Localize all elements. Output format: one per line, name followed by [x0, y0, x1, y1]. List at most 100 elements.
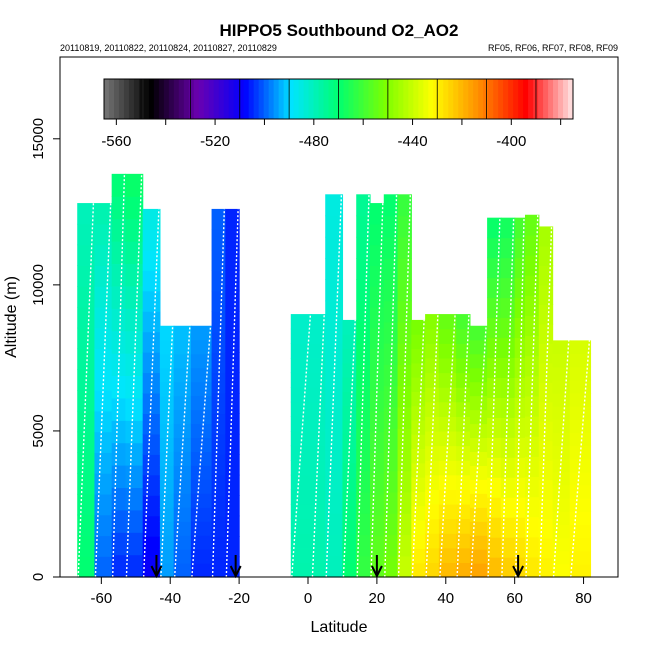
heatmap-cell: [538, 284, 554, 305]
colorbar-swatch: [538, 79, 544, 119]
heatmap-cell: [311, 518, 326, 534]
colorbar-swatch: [208, 79, 215, 119]
colorbar-swatch: [368, 79, 374, 119]
heatmap-cell: [356, 470, 371, 493]
heatmap-cell: [111, 241, 127, 265]
heatmap-cell: [142, 290, 161, 312]
heatmap-cell: [525, 255, 540, 276]
heatmap-cell: [438, 547, 457, 563]
heatmap-cell: [290, 387, 313, 403]
heatmap-cell: [538, 518, 554, 539]
heatmap-cell: [425, 328, 440, 344]
heatmap-cell: [425, 387, 440, 403]
colorbar-swatch: [458, 79, 464, 119]
heatmap-cell: [311, 401, 326, 417]
heatmap-cell: [469, 409, 488, 425]
colorbar-swatch: [493, 79, 499, 119]
heatmap-cell: [552, 340, 571, 355]
colorbar-tick-label: -440: [398, 133, 428, 150]
heatmap-cell: [469, 521, 488, 536]
flight-track: [211, 208, 226, 578]
heatmap-cell: [514, 437, 526, 458]
heatmap-cell: [356, 491, 371, 514]
heatmap-cell: [173, 521, 192, 536]
heatmap-cell: [425, 430, 440, 447]
heatmap-cell: [356, 321, 371, 344]
heatmap-cell: [438, 401, 457, 417]
heatmap-cell: [514, 457, 526, 478]
heatmap-cell: [290, 416, 313, 432]
heatmap-cell: [538, 343, 554, 364]
heatmap-cell: [487, 217, 502, 239]
heatmap-cell: [325, 300, 344, 323]
heatmap-cell: [514, 217, 526, 239]
colorbar-tick-label: -560: [101, 133, 131, 150]
heatmap-cell: [173, 535, 192, 550]
heatmap-cell: [173, 325, 192, 341]
heatmap-cell: [469, 353, 488, 369]
colorbar-swatch: [388, 79, 394, 119]
colorbar-swatch: [188, 79, 195, 119]
colorbar-swatch: [333, 79, 339, 119]
heatmap-cell: [487, 557, 502, 578]
heatmap-cell: [225, 249, 240, 271]
heatmap-cell: [142, 536, 161, 558]
heatmap-cell: [525, 335, 540, 357]
colorbar-tick-label: -480: [299, 133, 329, 150]
heatmap-cell: [190, 409, 213, 425]
heatmap-cell: [487, 497, 502, 518]
heatmap-cell: [500, 237, 516, 259]
heatmap-cell: [514, 257, 526, 279]
heatmap-column: [370, 203, 385, 578]
heatmap-cell: [290, 489, 313, 505]
heatmap-cell: [500, 417, 516, 438]
heatmap-cell: [438, 328, 457, 344]
heatmap-cell: [569, 550, 592, 565]
colorbar-swatch: [543, 79, 549, 119]
flight-marker-arrow: [512, 555, 525, 579]
colorbar-swatch: [248, 79, 255, 119]
heatmap-cell: [569, 406, 592, 420]
heatmap-cell: [525, 496, 540, 518]
heatmap-cell: [311, 387, 326, 403]
heatmap-cell: [225, 290, 240, 312]
colorbar-swatch: [343, 79, 349, 119]
heatmap-cell: [142, 352, 161, 374]
heatmap-cell: [514, 477, 526, 498]
heatmap-cell: [159, 339, 175, 355]
plot-frame: [59, 56, 619, 578]
heatmap-cell: [290, 518, 313, 534]
heatmap-cell: [142, 372, 161, 394]
heatmap-cell: [397, 279, 412, 302]
heatmap-cell: [325, 534, 344, 557]
heatmap-cell: [211, 433, 226, 455]
heatmap-cell: [125, 509, 144, 533]
heatmap-cell: [356, 449, 371, 472]
heatmap-cell: [190, 479, 213, 494]
heatmap-cell: [142, 515, 161, 537]
x-tick-label: 40: [437, 590, 454, 607]
heatmap-cell: [211, 556, 226, 578]
heatmap-cell: [125, 196, 144, 220]
colorbar-swatch: [403, 79, 409, 119]
heatmap-cell: [525, 416, 540, 437]
colorbar-swatch: [548, 79, 554, 119]
heatmap-cell: [425, 343, 440, 359]
heatmap-cell: [469, 563, 488, 578]
heatmap-cell: [125, 263, 144, 287]
heatmap-cell: [569, 353, 592, 368]
x-tick-label: -20: [228, 590, 250, 607]
heatmap-cell: [173, 409, 192, 425]
colorbar-swatch: [263, 79, 270, 119]
heatmap-cell: [500, 257, 516, 279]
heatmap-cell: [514, 297, 526, 319]
flight-track: [125, 173, 143, 578]
colorbar-tick-label: -400: [496, 133, 526, 150]
heatmap-cell: [77, 203, 96, 225]
heatmap-cell: [569, 511, 592, 526]
heatmap-cell: [397, 513, 412, 536]
colorbar-swatch: [353, 79, 359, 119]
heatmap-cell: [370, 265, 385, 287]
heatmap-cell: [225, 352, 240, 374]
colorbar-swatch: [328, 79, 335, 119]
